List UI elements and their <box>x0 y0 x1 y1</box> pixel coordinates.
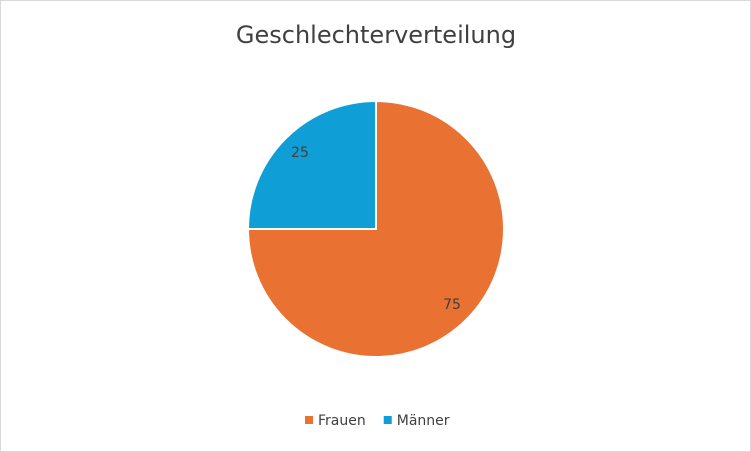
pie-slice <box>246 99 377 230</box>
legend-swatch <box>305 416 313 424</box>
pie-slice <box>246 99 505 358</box>
legend-label: Frauen <box>318 413 366 429</box>
data-label: 25 <box>291 145 309 161</box>
legend-swatch <box>383 416 392 424</box>
data-label: 75 <box>443 297 461 313</box>
legend-label: Männer <box>397 413 450 429</box>
chart-title: Geschlechterverteilung <box>236 21 516 49</box>
